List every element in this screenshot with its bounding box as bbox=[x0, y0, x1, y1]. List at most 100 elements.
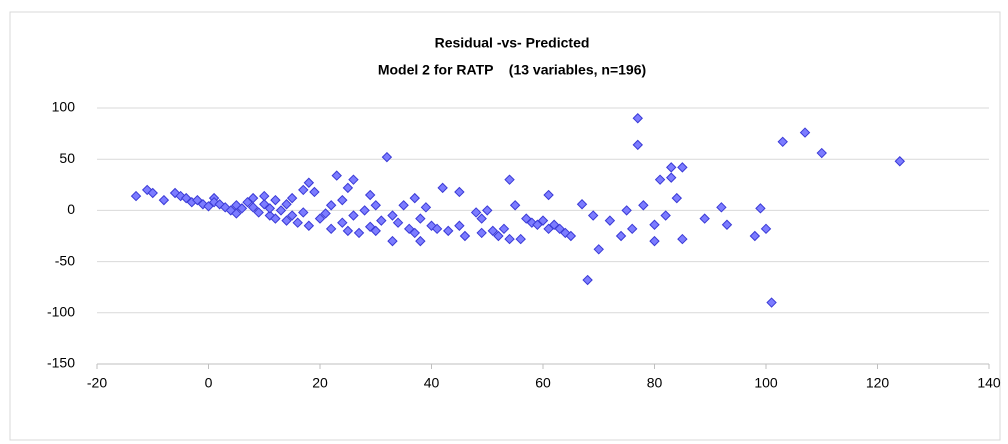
point bbox=[415, 235, 426, 247]
point bbox=[593, 244, 604, 255]
point bbox=[626, 223, 638, 235]
point bbox=[493, 230, 504, 242]
point bbox=[632, 113, 643, 124]
point bbox=[337, 194, 348, 206]
point bbox=[303, 177, 315, 188]
point bbox=[755, 203, 766, 214]
point bbox=[604, 215, 616, 226]
point bbox=[721, 219, 733, 230]
point bbox=[816, 147, 827, 159]
point bbox=[292, 217, 303, 228]
point bbox=[543, 189, 554, 201]
point bbox=[331, 170, 342, 181]
point bbox=[437, 182, 448, 194]
point bbox=[325, 200, 337, 211]
point bbox=[337, 217, 348, 228]
point bbox=[677, 162, 688, 173]
point bbox=[716, 202, 727, 213]
point bbox=[420, 202, 432, 213]
point bbox=[281, 199, 292, 210]
y-tick-label: -150 bbox=[47, 355, 75, 371]
y-tick-label: 100 bbox=[52, 99, 76, 115]
x-tick-label: 0 bbox=[205, 375, 213, 391]
x-tick-label: 40 bbox=[424, 375, 440, 391]
point bbox=[409, 227, 420, 239]
point bbox=[443, 225, 454, 237]
point bbox=[459, 230, 471, 242]
point bbox=[615, 230, 627, 242]
point bbox=[777, 136, 788, 147]
point bbox=[482, 205, 493, 216]
point bbox=[431, 223, 443, 235]
x-tick-label: 60 bbox=[535, 375, 551, 391]
point bbox=[270, 213, 281, 224]
point bbox=[537, 215, 549, 226]
point bbox=[231, 208, 242, 219]
x-tick-label: 100 bbox=[754, 375, 778, 391]
point bbox=[298, 184, 309, 196]
point bbox=[286, 210, 298, 221]
point bbox=[454, 220, 465, 231]
point bbox=[666, 172, 677, 183]
point bbox=[348, 174, 359, 185]
point bbox=[314, 213, 326, 224]
point bbox=[654, 174, 666, 185]
point bbox=[130, 190, 142, 202]
point bbox=[264, 203, 276, 214]
point bbox=[392, 217, 404, 228]
point bbox=[576, 199, 588, 210]
point bbox=[582, 274, 593, 286]
point bbox=[247, 192, 259, 204]
point bbox=[364, 189, 376, 201]
point bbox=[286, 192, 298, 204]
point bbox=[677, 233, 688, 245]
point bbox=[281, 215, 292, 226]
point bbox=[587, 210, 599, 221]
x-tick-label: 20 bbox=[312, 375, 328, 391]
point bbox=[158, 194, 170, 206]
point bbox=[376, 215, 387, 226]
point bbox=[515, 233, 526, 245]
point bbox=[303, 220, 315, 231]
point bbox=[320, 208, 331, 219]
point bbox=[766, 297, 777, 308]
point bbox=[671, 192, 683, 204]
point bbox=[504, 174, 515, 185]
point bbox=[470, 207, 482, 218]
point bbox=[621, 205, 632, 216]
point bbox=[370, 225, 381, 237]
point bbox=[348, 210, 359, 221]
x-tick-label: 120 bbox=[866, 375, 890, 391]
point bbox=[509, 200, 521, 211]
point bbox=[370, 200, 381, 211]
point bbox=[632, 139, 643, 151]
point bbox=[415, 213, 426, 224]
point bbox=[325, 223, 337, 235]
point bbox=[270, 194, 281, 206]
point bbox=[760, 223, 772, 235]
point bbox=[247, 202, 259, 213]
point bbox=[666, 162, 677, 173]
point bbox=[309, 186, 320, 198]
point bbox=[236, 203, 248, 214]
point bbox=[253, 207, 264, 218]
point bbox=[147, 187, 158, 199]
point bbox=[498, 223, 510, 235]
point bbox=[476, 213, 487, 224]
point bbox=[381, 151, 393, 163]
y-tick-label: -100 bbox=[47, 304, 75, 320]
point bbox=[649, 235, 660, 247]
point bbox=[799, 127, 811, 138]
point bbox=[359, 205, 370, 216]
chart-title: Residual -vs- Predicted bbox=[435, 35, 590, 51]
point bbox=[699, 213, 710, 224]
x-tick-label: -20 bbox=[87, 375, 107, 391]
point bbox=[454, 186, 465, 198]
point bbox=[894, 156, 906, 167]
point bbox=[409, 192, 420, 204]
y-tick-label: 50 bbox=[59, 150, 75, 166]
point bbox=[476, 227, 487, 239]
y-tick-label: -50 bbox=[55, 252, 75, 268]
